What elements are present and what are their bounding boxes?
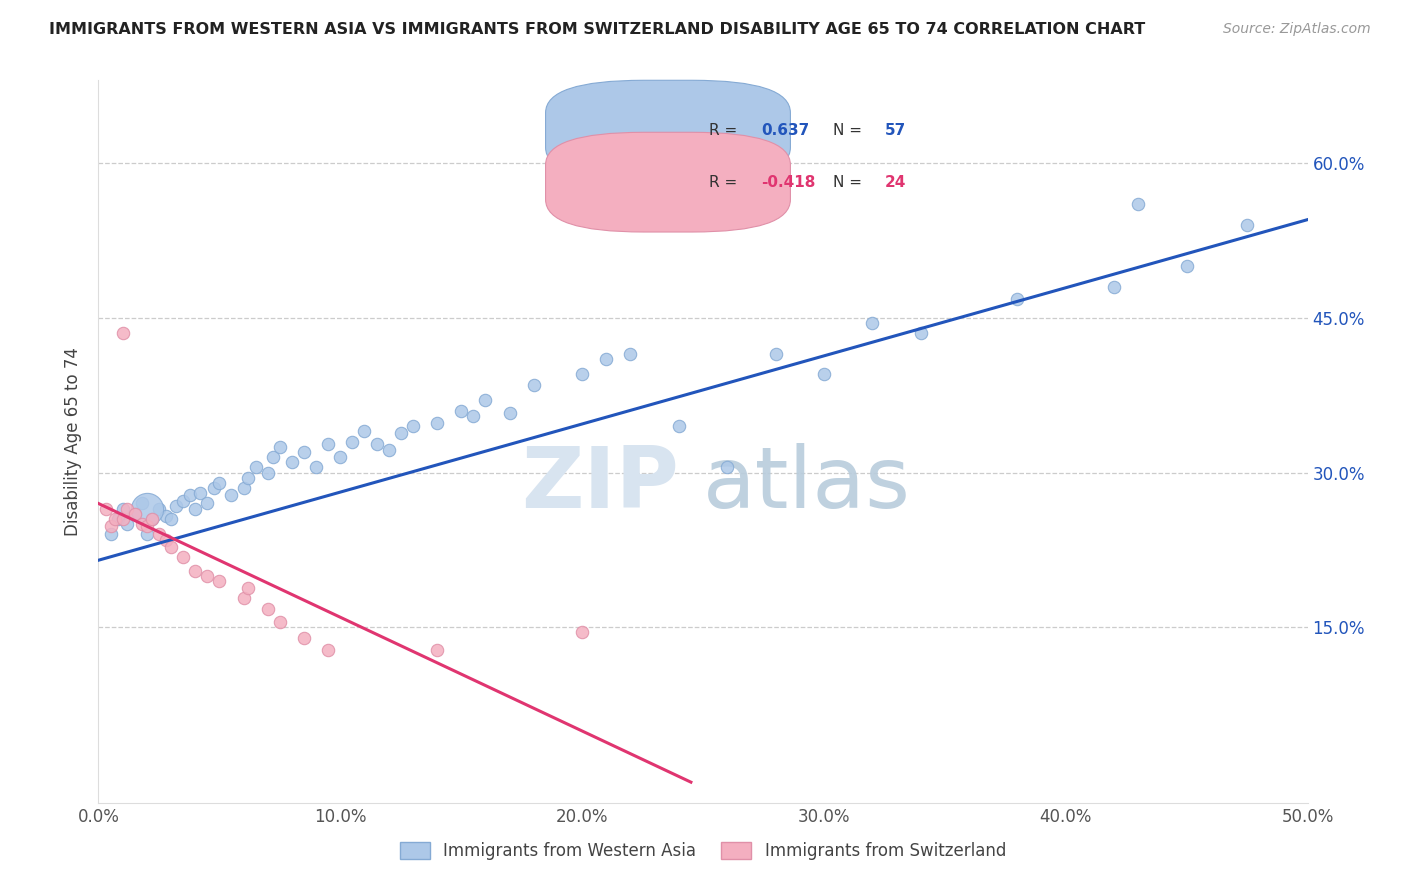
Point — [111, 326, 134, 341]
Point — [221, 488, 243, 502]
Point — [135, 501, 157, 516]
Point — [107, 512, 129, 526]
Point — [141, 512, 163, 526]
Point — [262, 450, 284, 464]
Point — [238, 471, 260, 485]
Point — [619, 347, 641, 361]
Point — [523, 377, 546, 392]
Point — [232, 591, 254, 606]
Point — [238, 581, 260, 595]
Point — [1007, 292, 1029, 306]
Point — [463, 409, 485, 423]
Text: atlas: atlas — [703, 443, 911, 526]
Point — [571, 625, 593, 640]
Point — [160, 540, 183, 554]
Point — [117, 517, 139, 532]
Point — [595, 351, 617, 366]
Point — [316, 436, 339, 450]
Point — [124, 507, 146, 521]
Point — [1175, 259, 1198, 273]
Point — [1236, 218, 1258, 232]
Point — [860, 316, 883, 330]
Point — [135, 527, 157, 541]
Point — [389, 426, 412, 441]
Point — [571, 368, 593, 382]
Point — [292, 631, 315, 645]
Point — [1128, 197, 1150, 211]
Point — [716, 460, 738, 475]
Point — [141, 512, 163, 526]
Point — [377, 442, 399, 457]
Point — [188, 486, 211, 500]
Point — [100, 519, 122, 533]
Point — [184, 501, 207, 516]
Point — [195, 568, 218, 582]
Legend: Immigrants from Western Asia, Immigrants from Switzerland: Immigrants from Western Asia, Immigrants… — [394, 835, 1012, 867]
Point — [498, 406, 520, 420]
Point — [281, 455, 304, 469]
Text: IMMIGRANTS FROM WESTERN ASIA VS IMMIGRANTS FROM SWITZERLAND DISABILITY AGE 65 TO: IMMIGRANTS FROM WESTERN ASIA VS IMMIGRAN… — [49, 22, 1146, 37]
Point — [765, 347, 787, 361]
Point — [148, 501, 170, 516]
Point — [148, 527, 170, 541]
Point — [94, 501, 117, 516]
Point — [184, 564, 207, 578]
Point — [208, 574, 231, 588]
Point — [165, 499, 187, 513]
Point — [342, 434, 364, 449]
Point — [256, 466, 278, 480]
Point — [172, 550, 194, 565]
Point — [910, 326, 932, 341]
Point — [316, 643, 339, 657]
Point — [135, 519, 157, 533]
Point — [131, 496, 153, 510]
Point — [160, 512, 183, 526]
Point — [329, 450, 352, 464]
Point — [245, 460, 267, 475]
Point — [402, 419, 425, 434]
Point — [366, 436, 388, 450]
Point — [131, 517, 153, 532]
Point — [117, 501, 139, 516]
Point — [179, 488, 201, 502]
Point — [269, 440, 291, 454]
Point — [208, 475, 231, 490]
Point — [155, 508, 177, 523]
Point — [426, 416, 449, 430]
Point — [426, 643, 449, 657]
Point — [172, 494, 194, 508]
Point — [111, 501, 134, 516]
Point — [111, 512, 134, 526]
Text: Source: ZipAtlas.com: Source: ZipAtlas.com — [1223, 22, 1371, 37]
Y-axis label: Disability Age 65 to 74: Disability Age 65 to 74 — [65, 347, 83, 536]
Point — [155, 533, 177, 547]
Point — [100, 527, 122, 541]
Point — [256, 601, 278, 615]
Point — [232, 481, 254, 495]
Point — [1102, 279, 1125, 293]
Point — [124, 507, 146, 521]
Text: ZIP: ZIP — [522, 443, 679, 526]
Point — [305, 460, 328, 475]
Point — [204, 481, 226, 495]
Point — [353, 424, 375, 438]
Point — [668, 419, 690, 434]
Point — [195, 496, 218, 510]
Point — [450, 403, 472, 417]
Point — [292, 445, 315, 459]
Point — [474, 393, 496, 408]
Point — [104, 512, 127, 526]
Point — [813, 368, 835, 382]
Point — [269, 615, 291, 630]
